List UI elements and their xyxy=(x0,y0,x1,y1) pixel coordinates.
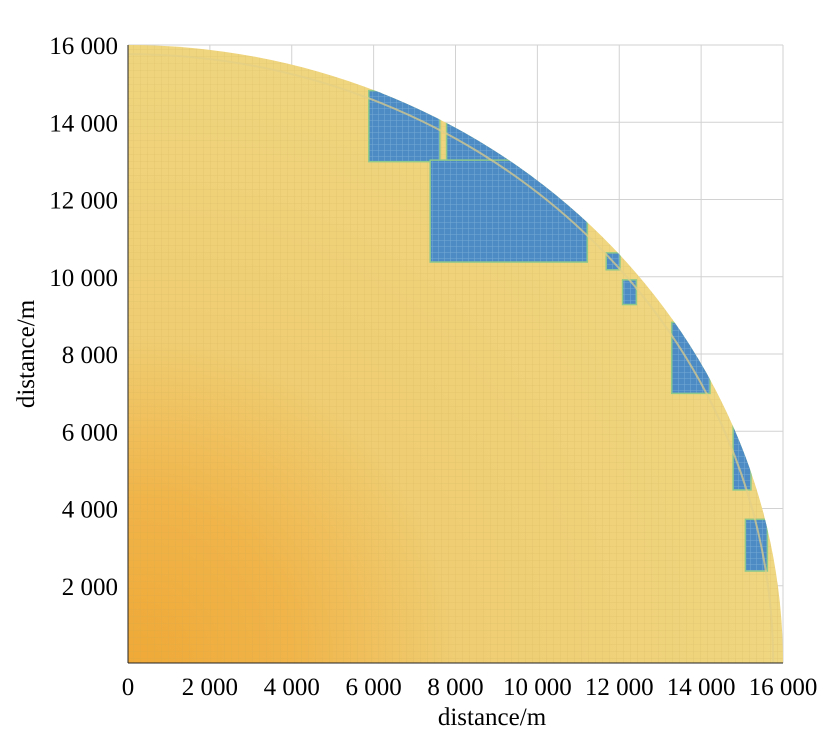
x-tick-label: 16 000 xyxy=(749,674,818,701)
x-tick-label: 8 000 xyxy=(427,674,483,701)
x-tick-label: 4 000 xyxy=(264,674,320,701)
y-tick-label: 14 000 xyxy=(49,110,118,137)
y-tick-label: 12 000 xyxy=(49,188,118,215)
y-tick-label: 6 000 xyxy=(62,419,118,446)
x-axis-label: distance/m xyxy=(438,704,547,731)
x-tick-label: 14 000 xyxy=(667,674,736,701)
rim-band xyxy=(128,53,775,663)
x-tick-label: 12 000 xyxy=(585,674,654,701)
x-tick-label: 10 000 xyxy=(503,674,572,701)
y-tick-label: 8 000 xyxy=(62,342,118,369)
low-region xyxy=(430,160,587,262)
heatmap-field xyxy=(128,45,783,663)
x-tick-label: 0 xyxy=(122,674,135,701)
disk-contents xyxy=(128,45,783,663)
y-tick-label: 10 000 xyxy=(49,265,118,292)
y-tick-labels: 2 000 4 000 6 000 8 000 10 000 12 000 14 000 16… xyxy=(49,33,118,601)
y-tick-label: 2 000 xyxy=(62,574,118,601)
x-tick-labels: 0 2 000 4 000 6 000 8 000 10 000 12 000 14 000 1… xyxy=(122,674,818,701)
x-tick-label: 2 000 xyxy=(182,674,238,701)
low-region xyxy=(623,280,636,304)
low-region xyxy=(672,323,710,393)
y-axis-label: distance/m xyxy=(13,299,40,408)
axes xyxy=(127,45,783,664)
y-tick-label: 16 000 xyxy=(49,33,118,60)
low-region xyxy=(746,520,767,571)
y-tick-label: 4 000 xyxy=(62,497,118,524)
x-tick-label: 6 000 xyxy=(346,674,402,701)
mesh-overlay xyxy=(128,45,783,663)
